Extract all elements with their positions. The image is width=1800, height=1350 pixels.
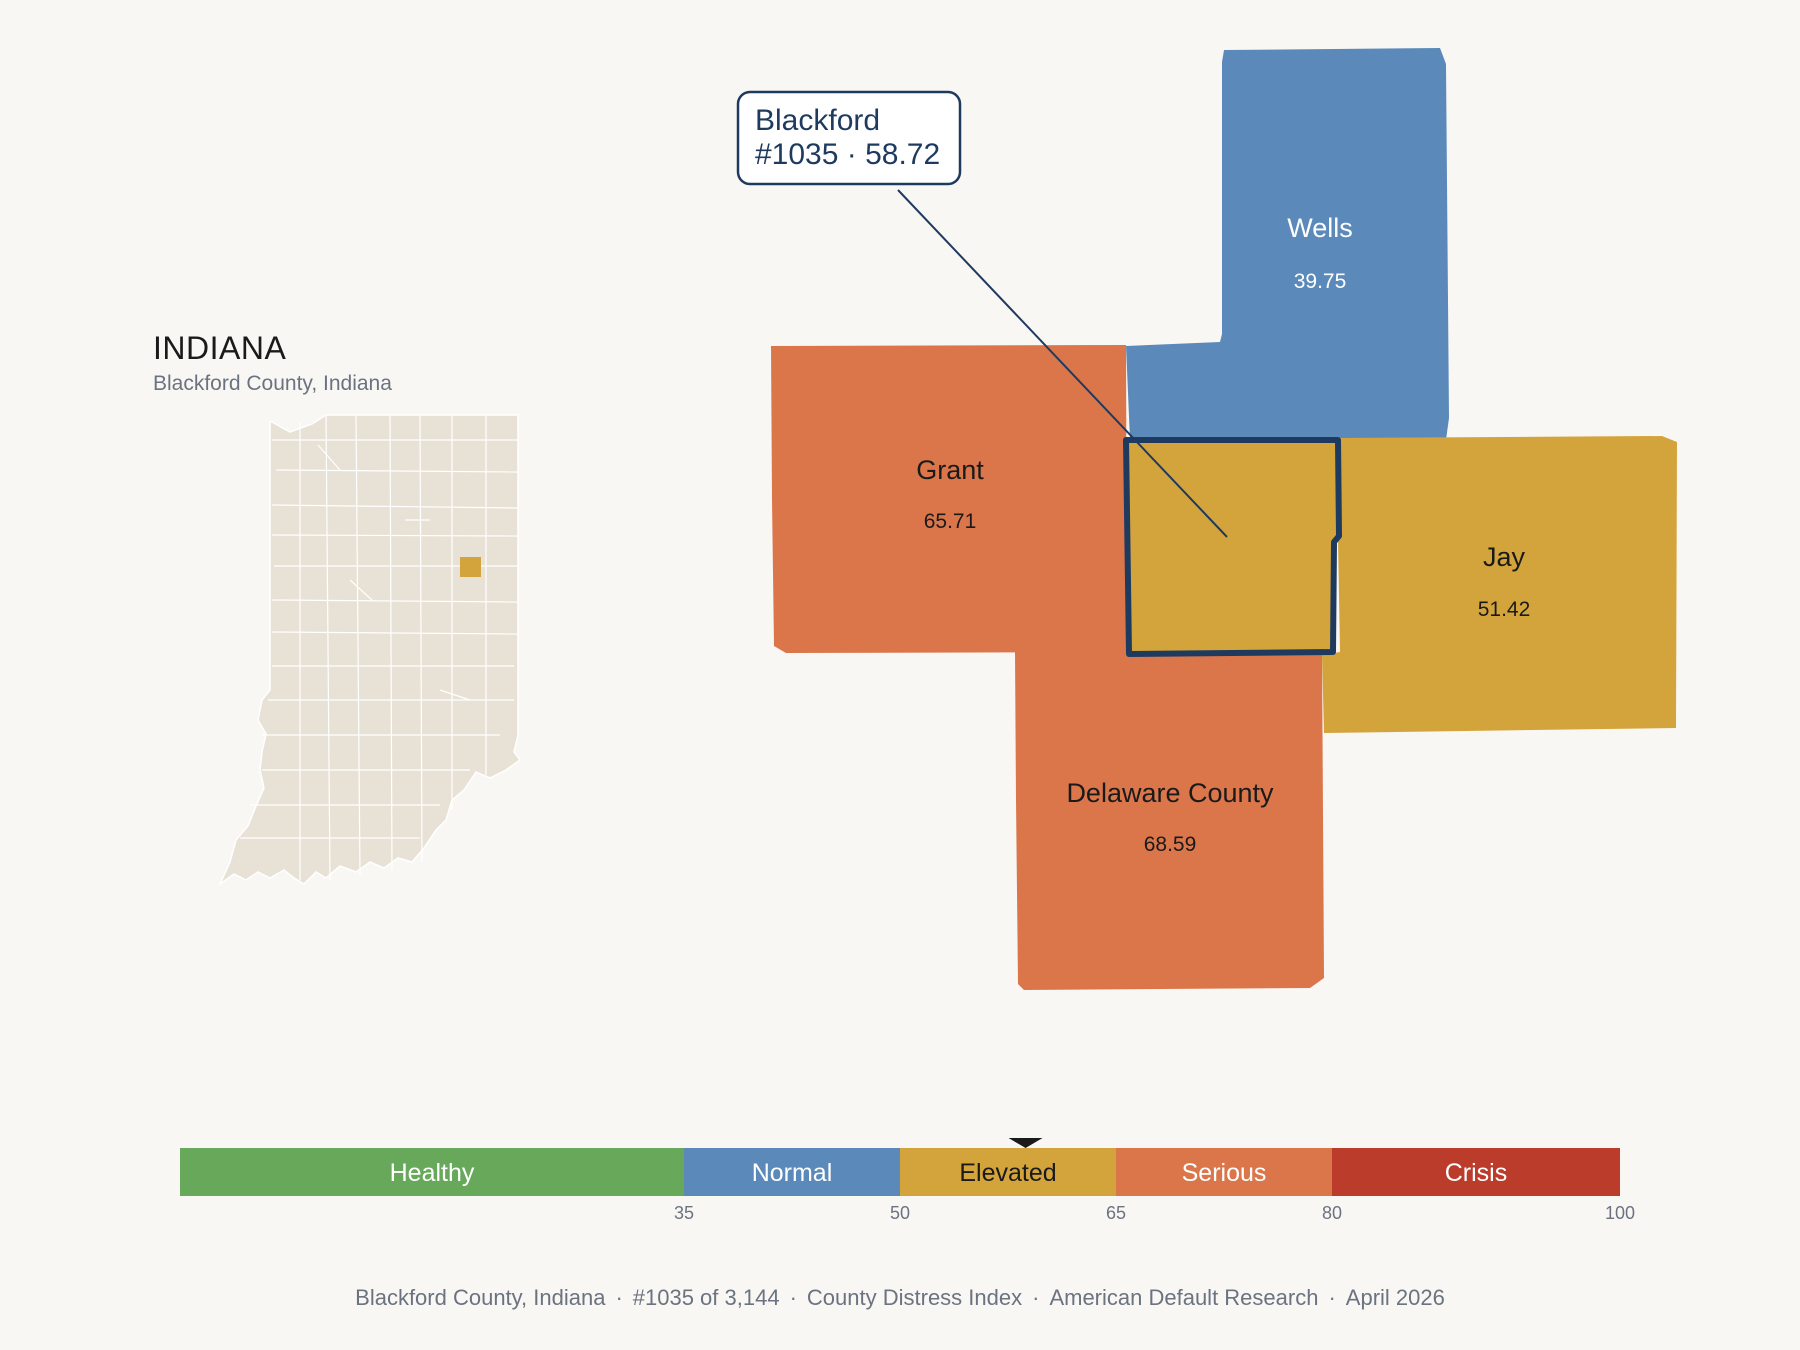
scale-tick-label: 50 bbox=[890, 1203, 910, 1223]
scale-segment-label: Elevated bbox=[959, 1159, 1056, 1187]
county-label-wells: Wells bbox=[1287, 213, 1353, 243]
scale-segment-serious bbox=[1116, 1148, 1332, 1196]
footer-date: April 2026 bbox=[1345, 1285, 1445, 1310]
county-jay[interactable] bbox=[1322, 436, 1677, 733]
county-boundary bbox=[325, 414, 331, 881]
county-grant[interactable] bbox=[771, 345, 1127, 653]
indiana-outline bbox=[218, 414, 522, 887]
county-label-jay: Jay bbox=[1483, 542, 1526, 572]
county-wells[interactable] bbox=[1126, 48, 1449, 440]
county-label-delaware: Delaware County bbox=[1066, 778, 1274, 808]
callout-county-name: Blackford bbox=[755, 104, 880, 137]
county-boundary bbox=[271, 504, 519, 509]
scale-segment-label: Normal bbox=[752, 1159, 833, 1187]
blackford-inset-highlight bbox=[460, 557, 481, 577]
county-boundary bbox=[355, 414, 361, 876]
scale-segment-elevated bbox=[900, 1148, 1116, 1196]
footer-credits: Blackford County, Indiana · #1035 of 3,144… bbox=[0, 1285, 1800, 1311]
county-label-grant: Grant bbox=[916, 455, 984, 485]
scale-tick-label: 100 bbox=[1605, 1203, 1635, 1223]
county-value-delaware: 68.59 bbox=[1144, 833, 1197, 856]
footer-separator: · bbox=[615, 1285, 623, 1310]
scale-marker bbox=[1008, 1138, 1043, 1148]
scale-segment-crisis bbox=[1332, 1148, 1620, 1196]
inset-subtitle: Blackford County, Indiana bbox=[153, 372, 392, 395]
county-boundary bbox=[271, 599, 519, 603]
county-boundary bbox=[389, 414, 393, 871]
county-lines bbox=[240, 414, 519, 881]
footer-separator: · bbox=[789, 1285, 797, 1310]
indiana-inset-map bbox=[218, 414, 522, 887]
footer-source: American Default Research bbox=[1049, 1285, 1319, 1310]
county-boundary bbox=[271, 534, 519, 537]
scale-tick-label: 80 bbox=[1322, 1203, 1342, 1223]
scale-tick-label: 35 bbox=[674, 1203, 694, 1223]
scale-segment-label: Healthy bbox=[390, 1159, 475, 1187]
county-boundary bbox=[271, 631, 519, 635]
inset-title: INDIANA bbox=[153, 330, 287, 366]
county-boundary bbox=[439, 689, 471, 701]
footer-separator: · bbox=[1328, 1285, 1336, 1310]
footer-place: Blackford County, Indiana bbox=[355, 1285, 606, 1310]
county-value-grant: 65.71 bbox=[924, 510, 977, 533]
footer-separator: · bbox=[1032, 1285, 1040, 1310]
county-boundary bbox=[275, 469, 519, 473]
scale-tick-label: 65 bbox=[1106, 1203, 1126, 1223]
callout-leader-line bbox=[897, 189, 1228, 538]
county-boundary bbox=[349, 579, 373, 601]
callout-box bbox=[736, 90, 962, 186]
callout-rank-score: #1035 · 58.72 bbox=[755, 138, 940, 171]
scale-segment-normal bbox=[684, 1148, 900, 1196]
county-value-jay: 51.42 bbox=[1478, 598, 1531, 621]
footer-index: County Distress Index bbox=[806, 1285, 1023, 1310]
scale-segment-label: Serious bbox=[1182, 1159, 1267, 1187]
scale-segment-healthy bbox=[180, 1148, 684, 1196]
county-boundary bbox=[419, 414, 423, 863]
county-delaware[interactable] bbox=[1015, 652, 1324, 990]
footer-rank: #1035 of 3,144 bbox=[632, 1285, 780, 1310]
county-value-wells: 39.75 bbox=[1294, 270, 1347, 293]
county-boundary bbox=[317, 444, 341, 471]
distress-scale: Healthy Normal Elevated Serious Crisis 35 50 65… bbox=[180, 1138, 1635, 1223]
county-blackford[interactable] bbox=[1123, 437, 1342, 657]
scale-segment-label: Crisis bbox=[1445, 1159, 1508, 1187]
